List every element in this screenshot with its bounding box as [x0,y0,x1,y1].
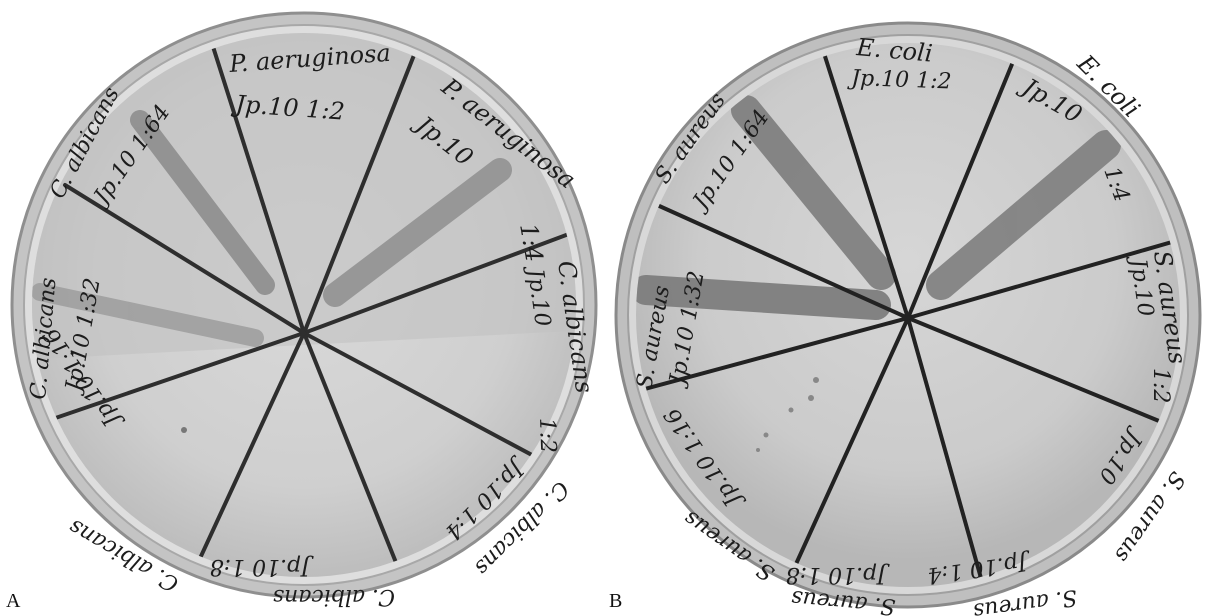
label-a-seg5-org: C. albicans [273,584,395,609]
label-b-seg6-conc: Jp.10 1:8 [786,562,890,587]
label-b-seg3-dil: 1:2 [1148,368,1173,403]
panel-letter-a: A [6,590,20,613]
colony-dot [789,408,794,413]
panel-letter-b: B [609,590,622,613]
colony-dot [808,395,814,401]
label-b-seg1-conc: Jp.10 1:2 [847,66,952,95]
colony-dot [764,433,769,438]
colony-dot [813,377,819,383]
petri-dish-b: E. coli Jp.10 1:2 E. coli Jp.10 1:4 S. a… [606,0,1212,616]
label-a-seg5-conc: Jp.10 1:8 [210,554,314,579]
colony-dot [181,427,187,433]
label-a-seg3-dil: 1:2 [534,417,560,453]
petri-dish-a: P. aeruginosa Jp.10 1:2 P. aeruginosa Jp… [0,0,606,616]
colony-dot [756,448,760,452]
